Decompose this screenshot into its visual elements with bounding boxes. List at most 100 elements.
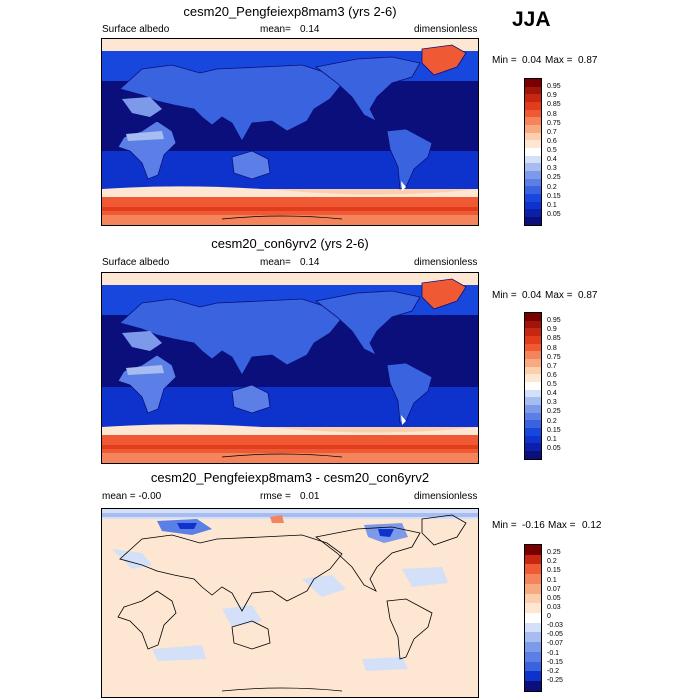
colorbar-tick-label: 0.25 — [547, 174, 561, 182]
colorbar-swatch — [525, 412, 541, 421]
colorbar-tick-label: 0.2 — [547, 183, 557, 191]
panel-1-min-value: 0.04 — [522, 55, 542, 66]
season-label: JJA — [512, 8, 551, 31]
colorbar-tick-label: -0.03 — [547, 622, 563, 630]
colorbar-swatch — [525, 420, 541, 429]
panel-3-min-label: Min = — [492, 520, 517, 531]
colorbar-swatch — [525, 343, 541, 352]
colorbar-swatch — [525, 313, 541, 321]
colorbar-tick-label: 0.25 — [547, 408, 561, 416]
colorbar-swatch — [525, 359, 541, 367]
panel-3-map-svg — [102, 509, 478, 697]
panel-3-rmse-value: 0.01 — [300, 491, 320, 502]
colorbar-swatch — [525, 351, 541, 360]
colorbar-swatch — [525, 389, 541, 398]
colorbar-swatch — [525, 201, 541, 210]
panel-2-mean-label: mean= — [260, 257, 291, 268]
panel-2-colorbar: 0.95 0.9 0.85 0.8 0.75 0.7 0.6 0.5 0.4 0.3 0.25 0.2… — [524, 312, 561, 460]
panel-1-max-label: Max = — [545, 55, 573, 66]
colorbar-tick-label: 0.1 — [547, 201, 557, 209]
colorbar-tick-label: 0.9 — [547, 92, 557, 100]
colorbar-swatch — [525, 194, 541, 202]
panel-2-map-svg — [102, 273, 478, 463]
colorbar-swatch — [525, 117, 541, 126]
panel-1-map — [101, 38, 479, 226]
colorbar-tick-label: 0 — [547, 613, 551, 620]
panel-2-mean-value: 0.14 — [300, 257, 320, 268]
colorbar-tick-label: -0.15 — [547, 658, 563, 666]
colorbar-swatch — [525, 155, 541, 164]
colorbar-tick-label: 0.1 — [547, 576, 557, 584]
colorbar-tick-label: 0.05 — [547, 444, 561, 452]
panel-3-max-value: 0.12 — [582, 520, 602, 531]
colorbar-swatch — [525, 443, 541, 452]
colorbar-swatch — [525, 186, 541, 195]
panel-3-colorbar: 0.25 0.2 0.15 0.1 0.07 0.05 0.03 0 -0.03 -0.05 -0.… — [524, 544, 563, 692]
colorbar-swatch — [525, 642, 541, 652]
panel-1-mean-label: mean= — [260, 24, 291, 35]
colorbar-swatch — [525, 632, 541, 643]
colorbar-tick-label: -0.25 — [547, 676, 563, 684]
colorbar-swatch — [525, 603, 541, 614]
colorbar-tick-label: 0.2 — [547, 558, 557, 566]
colorbar-tick-label: -0.07 — [547, 640, 563, 648]
colorbar-tick-label: 0.95 — [547, 317, 561, 325]
colorbar-swatch — [525, 94, 541, 103]
colorbar-swatch — [525, 593, 541, 604]
panel-1-title: cesm20_Pengfeiexp8mam3 (yrs 2-6) — [183, 4, 397, 19]
colorbar-swatch — [525, 140, 541, 149]
colorbar-swatch — [525, 366, 541, 375]
colorbar-tick-label: 0.25 — [547, 549, 561, 557]
colorbar-tick-label: 0.15 — [547, 426, 561, 434]
colorbar-tick-label: 0.15 — [547, 567, 561, 575]
colorbar-tick-label: 0.6 — [547, 371, 557, 379]
panel-3-units: dimensionless — [414, 491, 478, 502]
panel-2-max-label: Max = — [545, 290, 573, 301]
colorbar-tick-label: 0.8 — [547, 344, 557, 352]
panel-3-max-label: Max = — [548, 520, 576, 531]
colorbar-tick-label: -0.1 — [547, 649, 560, 657]
colorbar-swatch — [525, 574, 541, 584]
colorbar-tick-label: 0.1 — [547, 435, 557, 443]
panel-1-mean-value: 0.14 — [300, 24, 320, 35]
panel-1-max-value: 0.87 — [578, 55, 598, 66]
panel-2-title: cesm20_con6yrv2 (yrs 2-6) — [211, 236, 369, 251]
colorbar-tick-label: 0.9 — [547, 326, 557, 334]
colorbar-tick-label: 0.15 — [547, 192, 561, 200]
panel-1-map-svg — [102, 39, 478, 225]
colorbar-tick-label: 0.6 — [547, 137, 557, 145]
colorbar-swatch — [525, 428, 541, 436]
colorbar-swatch — [525, 583, 541, 594]
panel-2-units: dimensionless — [414, 257, 478, 268]
panel-2-max-value: 0.87 — [578, 290, 598, 301]
colorbar-swatch — [525, 336, 541, 344]
colorbar-swatch — [525, 545, 541, 555]
colorbar-swatch — [525, 397, 541, 406]
colorbar-tick-label: 0.07 — [547, 585, 561, 593]
panel-1-variable-label: Surface albedo — [102, 24, 170, 35]
colorbar-tick-label: 0.5 — [547, 381, 557, 388]
colorbar-tick-label: 0.05 — [547, 210, 561, 218]
panel-1-units: dimensionless — [414, 24, 478, 35]
colorbar-tick-label: 0.95 — [547, 83, 561, 91]
colorbar-swatch — [525, 178, 541, 187]
colorbar-swatch — [525, 86, 541, 95]
colorbar-swatch — [525, 613, 541, 623]
panel-3-rmse-label: rmse = — [260, 491, 291, 502]
panel-1-colorbar: 0.95 0.9 0.85 0.8 0.75 0.7 0.6 0.5 0.4 0.3 0.25 0.2… — [524, 78, 561, 226]
colorbar-swatch — [525, 451, 541, 459]
colorbar-swatch — [525, 661, 541, 672]
panel-2-min-value: 0.04 — [522, 290, 542, 301]
colorbar-swatch — [525, 171, 541, 179]
colorbar-tick-label: 0.75 — [547, 119, 561, 127]
colorbar-swatch — [525, 163, 541, 172]
panel-1-min-label: Min = — [492, 55, 517, 66]
panel-2-map — [101, 272, 479, 464]
panel-3-map — [101, 508, 479, 698]
panel-3-mean-label: mean = -0.00 — [102, 491, 162, 502]
colorbar-tick-label: 0.5 — [547, 147, 557, 154]
colorbar-swatch — [525, 109, 541, 118]
colorbar-tick-label: 0.7 — [547, 128, 557, 136]
colorbar-swatch — [525, 382, 541, 390]
colorbar-tick-label: 0.7 — [547, 362, 557, 370]
